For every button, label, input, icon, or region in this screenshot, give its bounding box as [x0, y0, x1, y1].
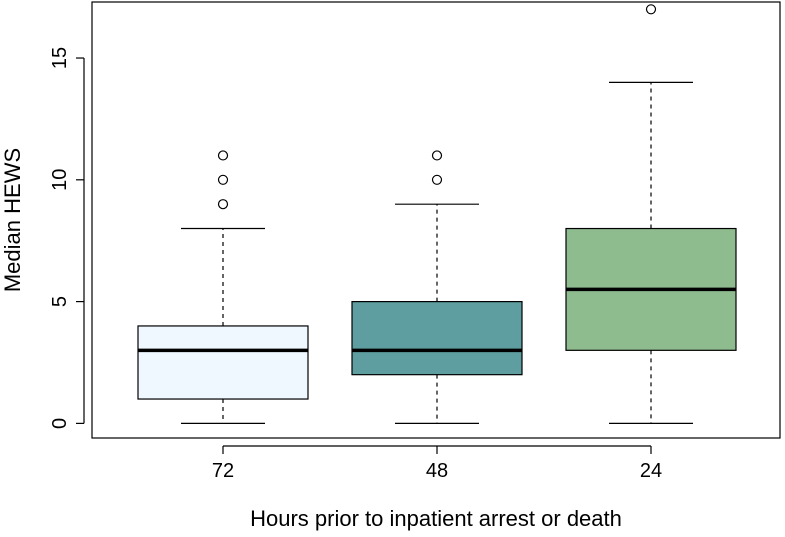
x-tick-label: 48: [426, 460, 448, 482]
box-group: [137, 150, 309, 424]
outlier-point: [217, 150, 229, 161]
y-axis-label: Median HEWS: [0, 148, 25, 292]
box-group: [351, 150, 523, 424]
y-tick-label: 5: [49, 296, 71, 307]
outlier-point: [431, 174, 443, 185]
y-tick-label: 15: [49, 47, 71, 69]
y-tick-label: 0: [49, 418, 71, 429]
outlier-point: [645, 4, 657, 15]
x-tick-label: 72: [212, 460, 234, 482]
box-group: [565, 4, 737, 424]
y-axis: 0 5 10 15: [49, 47, 85, 429]
box: [137, 325, 309, 400]
x-axis-label: Hours prior to inpatient arrest or death: [250, 506, 622, 531]
x-tick-label: 24: [640, 460, 662, 482]
box: [351, 300, 523, 376]
y-tick-label: 10: [49, 169, 71, 191]
outlier-point: [217, 199, 229, 210]
plot-frame: [91, 1, 781, 439]
boxes: [137, 4, 737, 424]
x-axis: 72 48 24: [212, 445, 662, 482]
outlier-point: [431, 150, 443, 161]
outlier-point: [217, 174, 229, 185]
